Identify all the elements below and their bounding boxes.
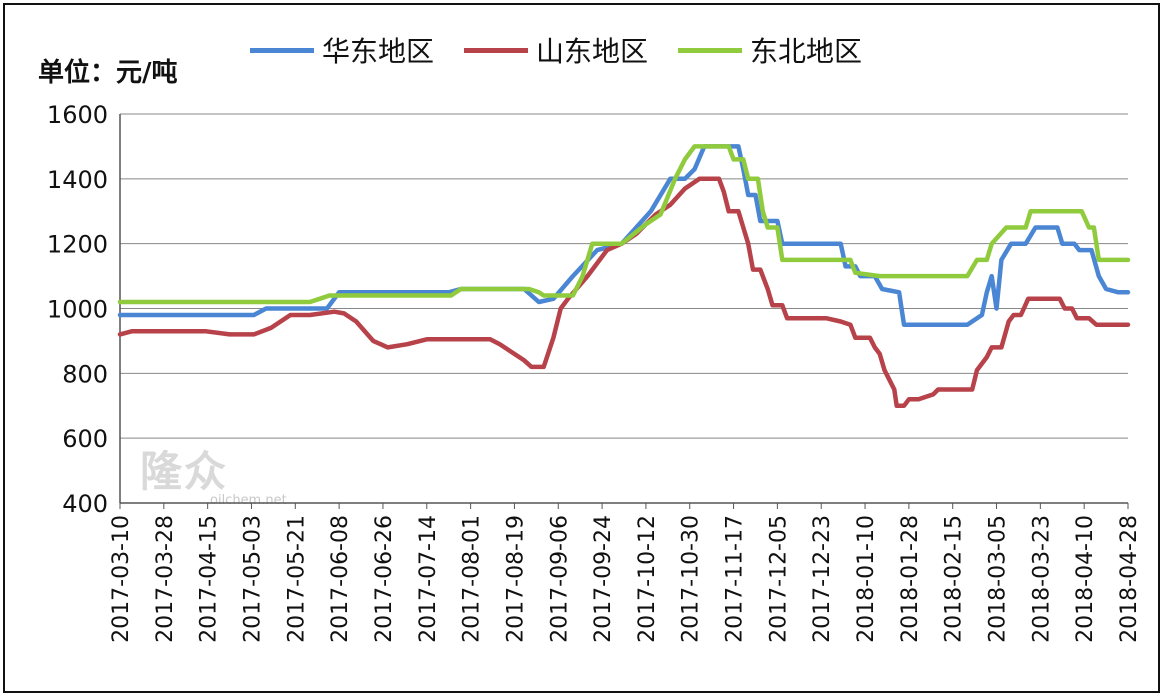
watermark-site: oilchem.net <box>210 493 287 508</box>
x-tick-label: 2017-09-06 <box>547 515 572 643</box>
legend-item-dongbei: 东北地区 <box>678 30 862 70</box>
legend-label-huadong: 华东地区 <box>322 35 435 68</box>
x-tick-label: 2018-03-23 <box>1029 515 1054 643</box>
chart-frame <box>3 3 1160 693</box>
x-tick-label: 2018-04-10 <box>1073 515 1098 643</box>
y-tick-label: 800 <box>62 360 108 388</box>
y-tick-label: 1400 <box>47 166 108 194</box>
legend: 华东地区 山东地区 东北地区 <box>250 30 892 70</box>
legend-swatch-huadong <box>250 47 314 53</box>
x-tick-label: 2017-03-28 <box>153 515 178 643</box>
x-tick-label: 2017-08-01 <box>460 515 485 643</box>
x-tick-label: 2018-02-15 <box>942 515 967 643</box>
x-tick-label: 2018-03-05 <box>986 515 1011 643</box>
y-tick-label: 1200 <box>47 231 108 259</box>
x-tick-label: 2017-12-05 <box>766 515 791 643</box>
y-tick-label: 1000 <box>47 296 108 324</box>
legend-label-shandong: 山东地区 <box>536 35 649 68</box>
x-tick-label: 2017-04-15 <box>197 515 222 643</box>
legend-swatch-dongbei <box>678 47 743 53</box>
legend-swatch-shandong <box>464 47 529 53</box>
legend-item-huadong: 华东地区 <box>250 30 434 70</box>
watermark: 隆众 oilchem.net <box>140 438 287 508</box>
x-tick-label: 2017-09-24 <box>591 515 616 643</box>
x-tick-label: 2017-10-30 <box>679 515 704 643</box>
x-tick-label: 2017-10-12 <box>635 515 660 643</box>
y-tick-label: 400 <box>62 490 108 518</box>
y-tick-label: 1600 <box>47 101 108 129</box>
series-line-1 <box>117 176 1131 409</box>
unit-label: 单位：元/吨 <box>38 58 178 88</box>
x-tick-label: 2017-06-26 <box>372 515 397 643</box>
x-tick-label: 2017-06-08 <box>328 515 353 643</box>
x-tick-label: 2017-11-17 <box>723 515 748 643</box>
x-tick-label: 2018-01-28 <box>898 515 923 643</box>
y-tick-label: 600 <box>62 425 108 453</box>
x-tick-label: 2017-08-19 <box>503 515 528 643</box>
x-tick-label: 2017-05-21 <box>284 515 309 643</box>
legend-label-dongbei: 东北地区 <box>750 35 863 68</box>
x-tick-label: 2018-01-10 <box>854 515 879 643</box>
watermark-logo: 隆众 <box>140 447 229 496</box>
series-line-0 <box>117 144 1131 327</box>
legend-item-shandong: 山东地区 <box>464 30 648 70</box>
x-tick-label: 2018-04-28 <box>1117 515 1142 643</box>
x-tick-label: 2017-05-03 <box>240 515 265 643</box>
x-tick-label: 2017-07-14 <box>416 515 441 643</box>
series-line-2 <box>117 144 1131 305</box>
x-tick-label: 2017-12-23 <box>810 515 835 643</box>
x-tick-label: 2017-03-10 <box>109 515 134 643</box>
